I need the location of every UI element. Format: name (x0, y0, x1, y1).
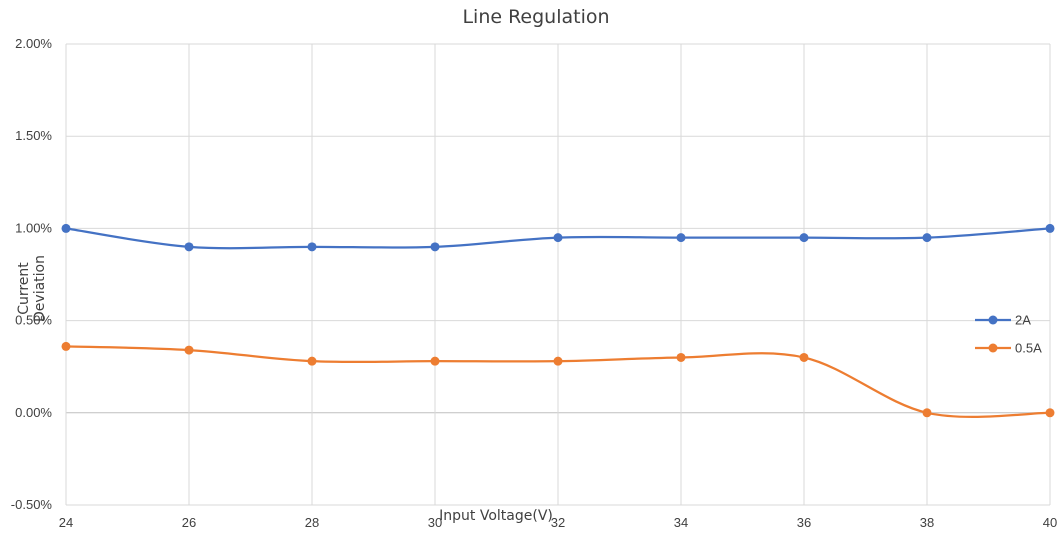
y-axis-label-line: Current (16, 262, 32, 315)
data-point-0-5a (676, 352, 686, 362)
x-axis-tick-labels: 24 26 28 30 32 34 36 38 40 (59, 515, 1057, 530)
chart-title: Line Regulation (462, 6, 609, 28)
legend: 2A 0.5A (975, 313, 1042, 356)
data-point-2a (676, 233, 686, 243)
x-tick-label: 40 (1043, 515, 1057, 530)
x-tick-label: 30 (428, 515, 442, 530)
y-tick-label: 1.00% (15, 220, 52, 235)
data-point-2a (553, 233, 563, 243)
y-tick-label: -0.50% (11, 497, 53, 512)
data-point-2a (922, 233, 932, 243)
y-tick-label: 0.00% (15, 405, 52, 420)
data-point-0-5a (61, 341, 71, 351)
x-tick-label: 36 (797, 515, 811, 530)
data-point-2a (184, 242, 194, 252)
x-tick-label: 38 (920, 515, 934, 530)
y-tick-label: 1.50% (15, 128, 52, 143)
x-tick-label: 34 (674, 515, 688, 530)
x-tick-label: 32 (551, 515, 565, 530)
y-axis-label: Current Deviation (16, 255, 48, 322)
x-axis-label: Input Voltage(V) (439, 508, 553, 524)
data-point-0-5a (307, 356, 317, 366)
data-point-0-5a (184, 345, 194, 355)
data-point-2a (307, 242, 317, 252)
data-point-2a (61, 223, 71, 233)
gridlines (65, 43, 1051, 506)
series-layer (61, 223, 1055, 419)
data-point-2a (430, 242, 440, 252)
data-point-0-5a (922, 408, 932, 418)
data-point-0-5a (430, 356, 440, 366)
data-point-2a (799, 233, 809, 243)
x-tick-label: 26 (182, 515, 196, 530)
y-tick-label: 0.50% (15, 313, 52, 328)
data-point-0-5a (1045, 408, 1055, 418)
series-0-5a (61, 341, 1055, 419)
legend-item-0-5a: 0.5A (975, 341, 1042, 356)
legend-item-2a: 2A (975, 313, 1031, 328)
y-axis-label-line: Deviation (32, 255, 48, 322)
x-tick-label: 24 (59, 515, 73, 530)
data-point-0-5a (799, 352, 809, 362)
legend-label: 2A (1015, 313, 1031, 328)
data-point-2a (1045, 223, 1055, 233)
legend-swatch-marker (988, 315, 998, 325)
legend-label: 0.5A (1015, 341, 1042, 356)
y-tick-label: 2.00% (15, 36, 52, 51)
series-2a (61, 223, 1055, 252)
data-point-0-5a (553, 356, 563, 366)
x-tick-label: 28 (305, 515, 319, 530)
y-axis-tick-labels: -0.50% 0.00% 0.50% 1.00% 1.50% 2.00% (11, 36, 53, 512)
legend-swatch-marker (988, 343, 998, 353)
